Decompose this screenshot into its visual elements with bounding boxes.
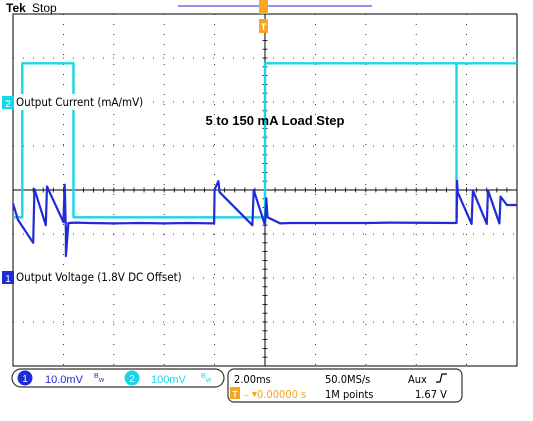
channel-readout-box[interactable] [11, 368, 225, 388]
trigger-source: Aux [408, 373, 427, 386]
channel-2-label-bg [14, 94, 152, 110]
trigger-level: 1.67 V [415, 388, 447, 401]
load-step-annotation: 5 to 150 mA Load Step [206, 113, 345, 128]
record-length: 1M points [325, 388, 373, 401]
trigger-position-arrow-icon: →▼ [241, 389, 259, 399]
channel-2-marker-number: 2 [5, 99, 11, 110]
channel-1-badge-number: 1 [22, 374, 28, 385]
trigger-time-marker-label: T [233, 390, 238, 399]
channel-1-coupling-icon: w [98, 377, 105, 384]
trigger-time-marker [230, 387, 240, 399]
channel-2-badge-number: 2 [129, 374, 135, 385]
channel-1-marker-number: 1 [5, 274, 11, 285]
channel-2-coupling-icon: w [205, 377, 212, 384]
timebase-readout[interactable]: 2.00ms 50.0MS/s Aux T →▼ 0.00000 s 1M po… [227, 368, 463, 403]
trace-channel-1 [11, 179, 517, 258]
channel-2-bw-icon: B [201, 373, 206, 380]
sample-rate: 50.0MS/s [325, 373, 370, 386]
channel-1-marker[interactable]: 1 [2, 271, 14, 285]
channel-1-label-bg [14, 269, 190, 285]
brand-label: Tek [6, 1, 26, 15]
acquisition-status: Stop [32, 1, 57, 15]
trigger-position: 0.00000 s [257, 388, 306, 401]
channel-1-bw-icon: B [94, 373, 99, 380]
channel-2-marker[interactable]: 2 [2, 96, 14, 110]
channel-2-label: Output Current (mA/mV) [16, 95, 143, 109]
timebase-box [227, 368, 463, 403]
channel-readouts: 1 10.0mV B w 2 100mV B w [11, 368, 225, 388]
channel-1-label: Output Voltage (1.8V DC Offset) [16, 270, 182, 284]
channel-2-badge[interactable] [124, 370, 140, 386]
rising-edge-icon [436, 373, 447, 383]
channel-1-scale: 10.0mV [45, 374, 84, 386]
channel-1-badge[interactable] [17, 370, 33, 386]
time-per-division: 2.00ms [234, 373, 271, 386]
trigger-position-marker[interactable]: T [259, 0, 268, 33]
channel-2-scale: 100mV [151, 374, 187, 386]
waveform-traces [11, 62, 517, 258]
trace-channel-2 [13, 62, 517, 219]
trigger-marker-label: T [261, 22, 267, 32]
